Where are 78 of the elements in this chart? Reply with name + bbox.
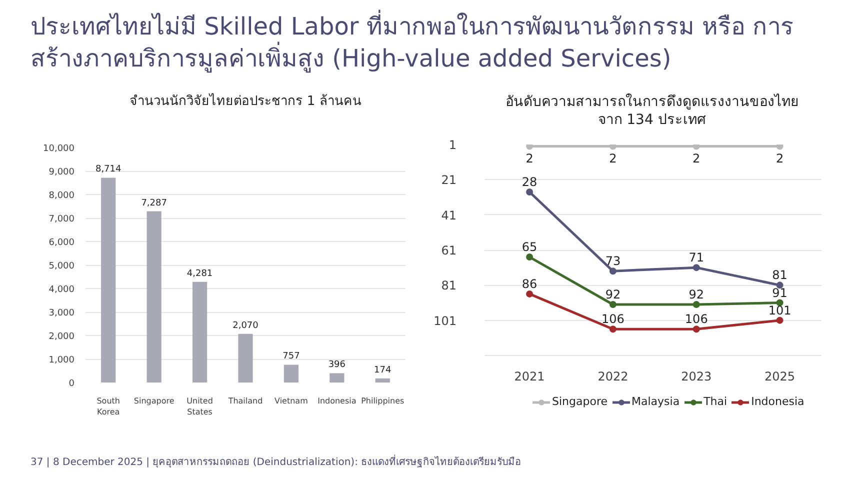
bar — [192, 282, 208, 382]
y-tick-label: 8,000 — [48, 191, 75, 201]
data-label: 174 — [374, 365, 392, 376]
text: ประเทศไทยไม่มี Skilled Labor ที่มากพอในการพัฒนานวัตกรรม หรือ การ สร้างภาคบริการมูลค่าเพิ่มสูง (High-value added Services) — [30, 9, 794, 74]
data-label: 4,281 — [186, 268, 213, 279]
x-tick-label: Indonesia — [318, 396, 356, 406]
data-label: 2 — [526, 151, 534, 166]
y-tick-label: 5,000 — [48, 262, 75, 272]
text: 37 | 8 December 2025 | ยุคอุตสาหกรรมถดถอย (Deindustrialization): ธงแดงที่เศรษฐกิจไทยต้องเตรียมรับมือ — [30, 454, 522, 468]
point — [609, 268, 616, 275]
data-label: 28 — [522, 174, 538, 189]
y-tick-label: 2,000 — [48, 332, 75, 342]
y-tick-label: 61 — [441, 244, 457, 258]
bar — [146, 211, 162, 382]
point — [526, 254, 534, 261]
point — [609, 326, 616, 333]
x-tick-label: Philippines — [361, 396, 404, 406]
data-label: 2 — [776, 151, 784, 166]
x-tick-label: South Korea — [96, 396, 120, 416]
data-label: 2 — [692, 151, 700, 166]
bar — [101, 178, 116, 382]
x-tick-label: 2022 — [598, 370, 628, 384]
point — [526, 290, 534, 298]
legend-label: Thai — [704, 395, 728, 408]
chart-title: จำนวนนักวิจัยไทยต่อประชากร 1 ล้านคน — [130, 93, 362, 109]
legend-label: Malaysia — [632, 395, 680, 408]
data-label: 101 — [768, 303, 792, 318]
y-tick-label: 7,000 — [48, 214, 75, 224]
y-tick-label: 41 — [441, 208, 457, 222]
point — [776, 144, 784, 150]
point — [692, 144, 700, 150]
y-tick-label: 1 — [448, 138, 457, 152]
data-label: 71 — [688, 250, 704, 265]
y-tick-label: 101 — [434, 314, 456, 328]
x-tick-label: Singapore — [134, 396, 174, 406]
y-tick-label: 6,000 — [48, 238, 75, 248]
y-tick-label: 81 — [441, 278, 457, 293]
data-label: 73 — [605, 254, 621, 268]
point — [692, 264, 700, 272]
bar — [238, 334, 253, 382]
point — [692, 301, 700, 308]
y-tick-label: 1,000 — [48, 356, 75, 366]
data-label: 2,070 — [232, 320, 259, 331]
point — [609, 301, 616, 308]
data-label: 65 — [522, 240, 538, 254]
data-label: 92 — [688, 288, 704, 302]
data-label: 86 — [522, 276, 538, 291]
x-tick-label: Thailand — [227, 396, 263, 406]
bar — [284, 364, 299, 382]
point — [526, 188, 534, 196]
y-tick-label: 21 — [441, 173, 457, 188]
x-tick-label: 2021 — [514, 370, 545, 384]
x-tick-label: 2025 — [764, 370, 796, 384]
x-tick-label: Vietnam — [274, 396, 308, 406]
data-label: 757 — [282, 352, 300, 362]
y-tick-label: 4,000 — [48, 285, 75, 295]
y-tick-label: 3,000 — [48, 308, 75, 318]
data-label: 8,714 — [95, 164, 122, 175]
point — [526, 144, 534, 150]
point — [609, 144, 616, 150]
chart-title: อันดับความสามารถในการดึงดูดแรงงานของไทย จาก 134 ประเทศ — [506, 93, 798, 128]
y-tick-label: 10,000 — [43, 144, 75, 154]
data-label: 106 — [684, 312, 708, 326]
data-label: 7,287 — [141, 198, 167, 208]
bar — [330, 373, 344, 382]
data-label: 2 — [609, 151, 617, 166]
x-tick-label: United States — [186, 396, 213, 416]
data-label: 396 — [328, 360, 346, 370]
y-tick-label: 9,000 — [48, 168, 75, 178]
data-label: 81 — [772, 268, 788, 282]
data-label: 91 — [772, 286, 788, 300]
point — [692, 326, 700, 333]
point — [776, 316, 784, 324]
bar — [375, 378, 390, 382]
data-label: 92 — [605, 288, 621, 302]
y-tick-label: 0 — [68, 379, 75, 389]
x-tick-label: 2023 — [681, 370, 712, 384]
data-label: 106 — [602, 312, 624, 326]
